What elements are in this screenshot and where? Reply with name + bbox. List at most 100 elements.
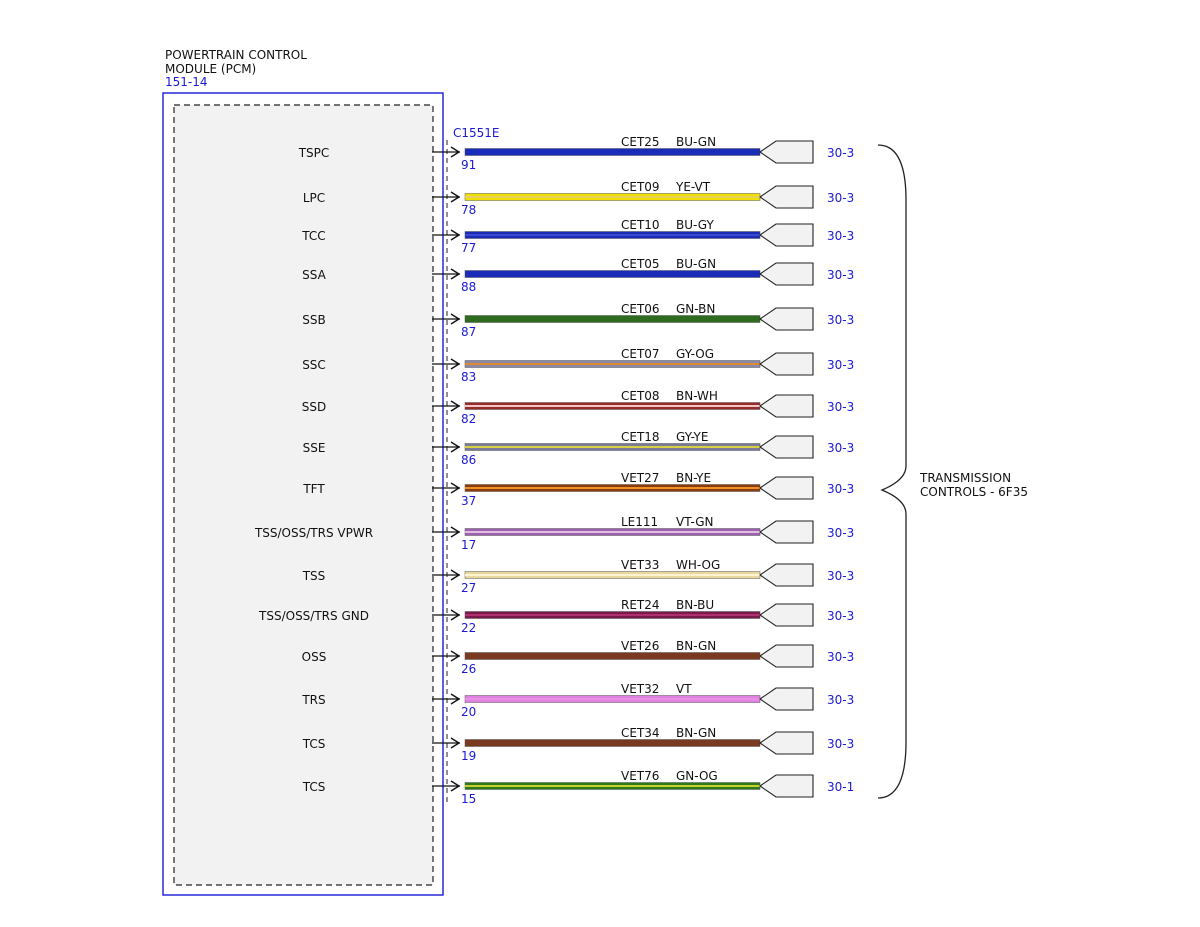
circuit-row: TSS/OSS/TRS VPWR 17 LE111 VT-GN 30-3 [254,515,854,552]
page-reference[interactable]: 30-3 [827,482,854,496]
pin-arrow-icon [450,482,461,494]
destination-line1: TRANSMISSION [919,471,1011,485]
wire-color-code: YE-VT [675,180,711,194]
circuit-id: VET26 [621,639,659,653]
page-reference[interactable]: 30-3 [827,146,854,160]
pin-number: 26 [461,662,476,676]
connector-label: C1551E [453,126,500,140]
wire-color-code: BU-GY [676,218,714,232]
terminal-connector-icon[interactable] [759,435,814,459]
page-reference[interactable]: 30-3 [827,693,854,707]
circuit-id: CET05 [621,257,660,271]
page-reference[interactable]: 30-3 [827,569,854,583]
page-reference[interactable]: 30-3 [827,737,854,751]
wire-color-code: BU-GN [676,135,716,149]
circuit-row: SSB 87 CET06 GN-BN 30-3 [302,302,854,339]
page-reference[interactable]: 30-3 [827,441,854,455]
pin-arrow-icon [450,569,461,581]
signal-label: TSS [302,569,326,583]
page-reference[interactable]: 30-3 [827,650,854,664]
circuit-id: VET76 [621,769,659,783]
circuit-id: VET27 [621,471,659,485]
terminal-connector-icon[interactable] [759,520,814,544]
terminal-connector-icon[interactable] [759,603,814,627]
pin-arrow-icon [450,650,461,662]
terminal-connector-icon[interactable] [759,140,814,164]
terminal-connector-icon[interactable] [759,262,814,286]
circuit-id: LE111 [621,515,658,529]
circuit-row: TCS 19 CET34 BN-GN 30-3 [302,726,855,763]
pin-number: 20 [461,705,476,719]
pin-arrow-icon [450,737,461,749]
destination-brace [877,144,907,799]
page-reference[interactable]: 30-3 [827,191,854,205]
signal-label: TSPC [298,146,330,160]
pin-number: 78 [461,203,476,217]
page-reference[interactable]: 30-3 [827,400,854,414]
wire-color-code: GY-YE [676,430,708,444]
wire-stripe [465,785,760,787]
wire-stripe [465,742,760,744]
terminal-connector-icon[interactable] [759,644,814,668]
circuit-row: SSA 88 CET05 BU-GN 30-3 [302,257,854,294]
page-reference[interactable]: 30-3 [827,268,854,282]
circuit-id: CET08 [621,389,660,403]
terminal-connector-icon[interactable] [759,223,814,247]
wire-color-code: VT [676,682,692,696]
page-reference[interactable]: 30-3 [827,526,854,540]
wire-color-code: VT-GN [676,515,713,529]
circuit-id: CET10 [621,218,660,232]
wire-color-code: GY-OG [676,347,714,361]
wire-stripe [465,273,760,275]
pin-number: 22 [461,621,476,635]
circuit-id: CET25 [621,135,660,149]
page-reference[interactable]: 30-3 [827,609,854,623]
pin-arrow-icon [450,526,461,538]
signal-label: SSA [302,268,326,282]
pin-arrow-icon [450,693,461,705]
signal-label: SSE [303,441,326,455]
wire-stripe [465,151,760,153]
page-reference[interactable]: 30-3 [827,313,854,327]
module-ref: 151-14 [165,75,208,89]
terminal-connector-icon[interactable] [759,774,814,798]
terminal-connector-icon[interactable] [759,307,814,331]
page-reference[interactable]: 30-3 [827,229,854,243]
pin-arrow-icon [450,229,461,241]
circuit-row: SSD 82 CET08 BN-WH 30-3 [302,389,854,426]
signal-label: TCS [302,780,326,794]
circuit-row: TCS 15 VET76 GN-OG 30-1 [302,769,855,806]
pin-number: 37 [461,494,476,508]
signal-label: TSS/OSS/TRS VPWR [254,526,373,540]
circuit-id: CET07 [621,347,660,361]
terminal-connector-icon[interactable] [759,563,814,587]
wire-stripe [465,698,760,700]
signal-label: SSB [302,313,325,327]
signal-label: TCS [302,737,326,751]
pin-number: 83 [461,370,476,384]
signal-label: TCC [301,229,325,243]
terminal-connector-icon[interactable] [759,394,814,418]
terminal-connector-icon[interactable] [759,687,814,711]
signal-label: OSS [302,650,327,664]
pin-number: 77 [461,241,476,255]
circuit-row: TSS 27 VET33 WH-OG 30-3 [302,558,855,595]
circuit-row: SSC 83 CET07 GY-OG 30-3 [302,347,854,384]
page-reference[interactable]: 30-1 [827,780,854,794]
terminal-connector-icon[interactable] [759,352,814,376]
signal-label: LPC [303,191,325,205]
circuit-row: OSS 26 VET26 BN-GN 30-3 [302,639,855,676]
destination-line2: CONTROLS - 6F35 [920,485,1028,499]
terminal-connector-icon[interactable] [759,476,814,500]
page-reference[interactable]: 30-3 [827,358,854,372]
wire-color-code: BN-GN [676,726,716,740]
circuit-id: CET09 [621,180,660,194]
circuit-row: TCC 77 CET10 BU-GY 30-3 [301,218,854,255]
terminal-connector-icon[interactable] [759,731,814,755]
pin-number: 91 [461,158,476,172]
terminal-connector-icon[interactable] [759,185,814,209]
wire-stripe [465,446,760,448]
pin-number: 82 [461,412,476,426]
